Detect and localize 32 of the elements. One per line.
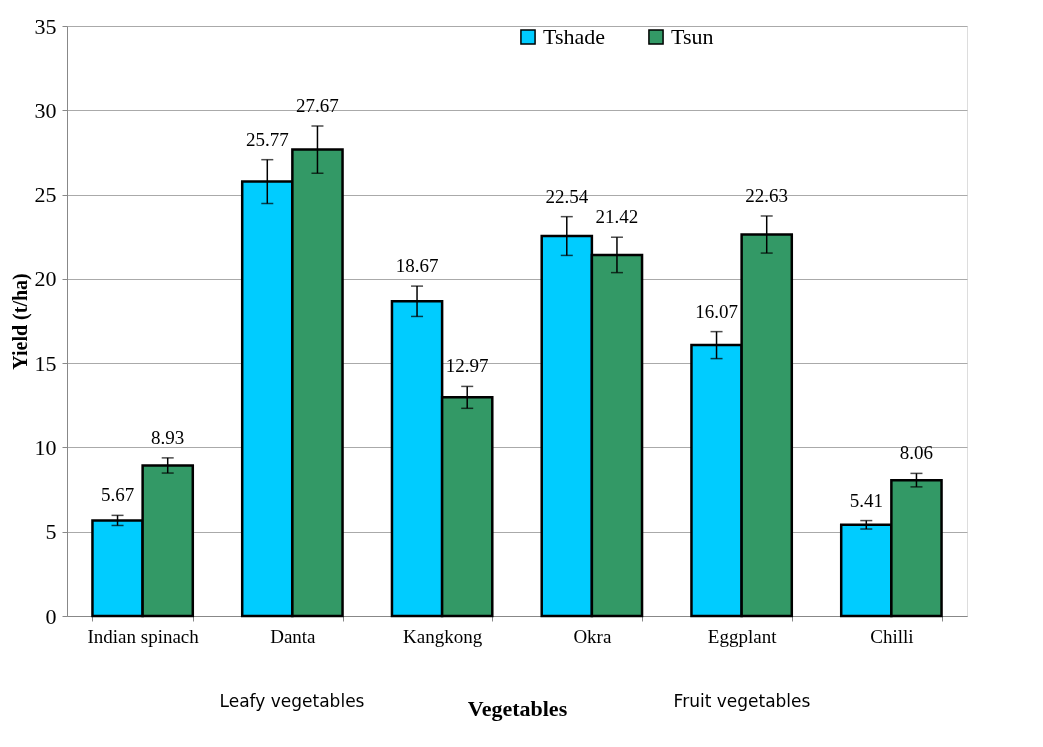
text: Leafy vegetables — [219, 691, 365, 711]
y-tick-label: 25 — [34, 182, 57, 208]
data-label: 5.41 — [849, 489, 883, 511]
y-tick-label: 15 — [34, 350, 57, 376]
data-label: 27.67 — [296, 94, 339, 116]
y-tick-label: 5 — [45, 519, 57, 545]
data-label: 18.67 — [395, 255, 439, 277]
x-axis-title: Vegetables — [467, 695, 568, 721]
data-label: 8.06 — [899, 442, 934, 464]
x-tick-label: Eggplant — [707, 625, 778, 647]
data-label: 25.77 — [245, 128, 289, 150]
y-tick-label: 30 — [34, 97, 57, 123]
x-tick-label: Chilli — [870, 625, 914, 647]
y-tick-label: 35 — [34, 13, 57, 39]
x-tick-label: Indian spinach — [87, 625, 200, 647]
y-tick-label: 0 — [45, 603, 57, 629]
text: Fruit vegetables — [673, 691, 811, 711]
legend-label: Tsun — [671, 24, 714, 49]
y-tick-label: 10 — [34, 434, 57, 460]
y-tick-label: 20 — [34, 266, 57, 292]
x-tick-label: Danta — [270, 625, 317, 647]
data-label: 21.42 — [595, 206, 639, 228]
x-tick-label: Kangkong — [403, 625, 483, 647]
data-label: 5.67 — [100, 484, 135, 506]
x-tick-label: Okra — [573, 625, 612, 647]
data-label: 22.63 — [745, 184, 789, 206]
legend-label: Tshade — [543, 24, 605, 49]
data-label: 16.07 — [695, 300, 738, 322]
data-label: 22.54 — [545, 185, 589, 207]
data-label: 8.93 — [151, 426, 185, 448]
data-label: 12.97 — [445, 355, 489, 377]
y-axis-title: Yield (t/ha) — [8, 273, 32, 370]
